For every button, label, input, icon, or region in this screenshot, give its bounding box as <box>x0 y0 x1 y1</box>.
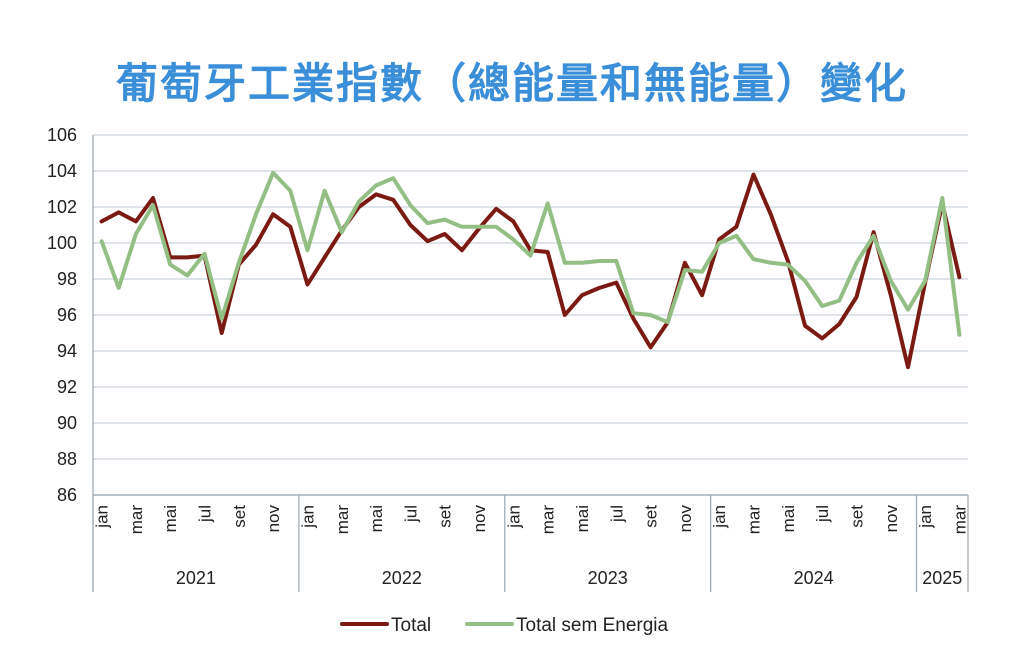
x-tick-label: jan <box>298 505 317 529</box>
chart-title: 葡萄牙工業指數（總能量和無能量）變化 <box>115 59 908 108</box>
year-label: 2021 <box>176 568 216 588</box>
y-tick-label: 104 <box>47 161 77 181</box>
legend-label: Total <box>391 615 431 636</box>
x-tick-label: jan <box>916 505 935 529</box>
x-tick-label: nov <box>882 505 901 533</box>
x-tick-label: jul <box>196 505 215 523</box>
x-tick-label: set <box>847 505 866 528</box>
x-tick-label: mar <box>539 505 558 535</box>
series-line-total <box>99 172 962 370</box>
year-label: 2022 <box>382 568 422 588</box>
y-tick-label: 96 <box>57 305 77 325</box>
x-tick-label: mai <box>367 505 386 532</box>
x-tick-label: nov <box>470 505 489 533</box>
x-tick-label: jan <box>504 505 523 529</box>
y-tick-label: 106 <box>47 125 77 145</box>
y-tick-label: 94 <box>57 341 77 361</box>
x-tick-label: mai <box>779 505 798 532</box>
y-tick-label: 100 <box>47 233 77 253</box>
x-tick-label: mar <box>333 505 352 535</box>
y-tick-label: 92 <box>57 377 77 397</box>
year-label: 2023 <box>588 568 628 588</box>
x-tick-label: set <box>230 505 249 528</box>
x-tick-label: mar <box>745 505 764 535</box>
legend-label: Total sem Energia <box>516 615 669 636</box>
x-tick-label: set <box>436 505 455 528</box>
x-tick-label: set <box>642 505 661 528</box>
y-tick-label: 102 <box>47 197 77 217</box>
x-tick-label: jul <box>607 505 626 523</box>
x-tick-label: mai <box>573 505 592 532</box>
x-tick-label: jan <box>710 505 729 529</box>
x-tick-label: mar <box>950 505 969 535</box>
y-tick-label: 90 <box>57 413 77 433</box>
x-tick-label: nov <box>676 505 695 533</box>
x-tick-label: jan <box>93 505 112 529</box>
y-tick-label: 88 <box>57 449 77 469</box>
x-tick-label: jul <box>813 505 832 523</box>
x-tick-label: mai <box>161 505 180 532</box>
series-line-sem-energia <box>99 170 962 337</box>
x-tick-label: jul <box>401 505 420 523</box>
year-label: 2024 <box>794 568 834 588</box>
y-tick-label: 98 <box>57 269 77 289</box>
year-label: 2025 <box>922 568 962 588</box>
x-tick-label: nov <box>264 505 283 533</box>
x-tick-label: mar <box>127 505 146 535</box>
y-tick-label: 86 <box>57 485 77 505</box>
